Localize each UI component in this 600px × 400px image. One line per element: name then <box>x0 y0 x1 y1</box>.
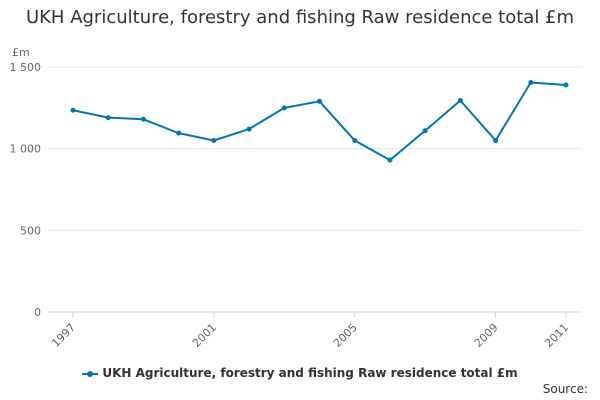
y-tick-label: 0 <box>34 306 41 319</box>
data-point <box>211 138 217 143</box>
source-label: Source: <box>542 382 588 396</box>
x-tick-label: 2011 <box>542 321 571 350</box>
y-tick-label: 1 000 <box>10 143 42 156</box>
data-point <box>422 128 428 134</box>
legend-label: UKH Agriculture, forestry and fishing Ra… <box>102 366 518 380</box>
series-layer <box>70 80 569 163</box>
data-point <box>70 107 76 113</box>
data-point <box>176 130 182 136</box>
data-point <box>387 157 393 163</box>
data-point <box>457 97 463 103</box>
chart-title: UKH Agriculture, forestry and fishing Ra… <box>25 7 575 28</box>
data-point <box>352 138 358 143</box>
data-point <box>493 138 499 143</box>
y-axis-label: £m <box>12 46 30 59</box>
x-ticks: 1997 2001 2005 2009 2011 <box>49 312 571 350</box>
y-tick-label: 1 500 <box>10 61 42 74</box>
data-point <box>317 98 322 104</box>
data-point <box>105 115 111 121</box>
y-ticks: 0 500 1 000 1 500 <box>10 61 42 319</box>
x-tick-label: 1997 <box>49 321 78 350</box>
legend-line-icon <box>82 369 99 379</box>
x-tick-label: 2001 <box>190 321 219 350</box>
legend[interactable]: UKH Agriculture, forestry and fishing Ra… <box>0 366 600 380</box>
gridlines <box>48 66 582 313</box>
data-point <box>528 80 534 86</box>
data-point <box>140 116 146 122</box>
data-point <box>246 126 252 132</box>
data-point <box>281 105 287 111</box>
x-tick-label: 2009 <box>472 321 501 350</box>
data-point <box>563 82 569 88</box>
y-tick-label: 500 <box>20 224 41 237</box>
x-tick-label: 2005 <box>331 321 360 350</box>
